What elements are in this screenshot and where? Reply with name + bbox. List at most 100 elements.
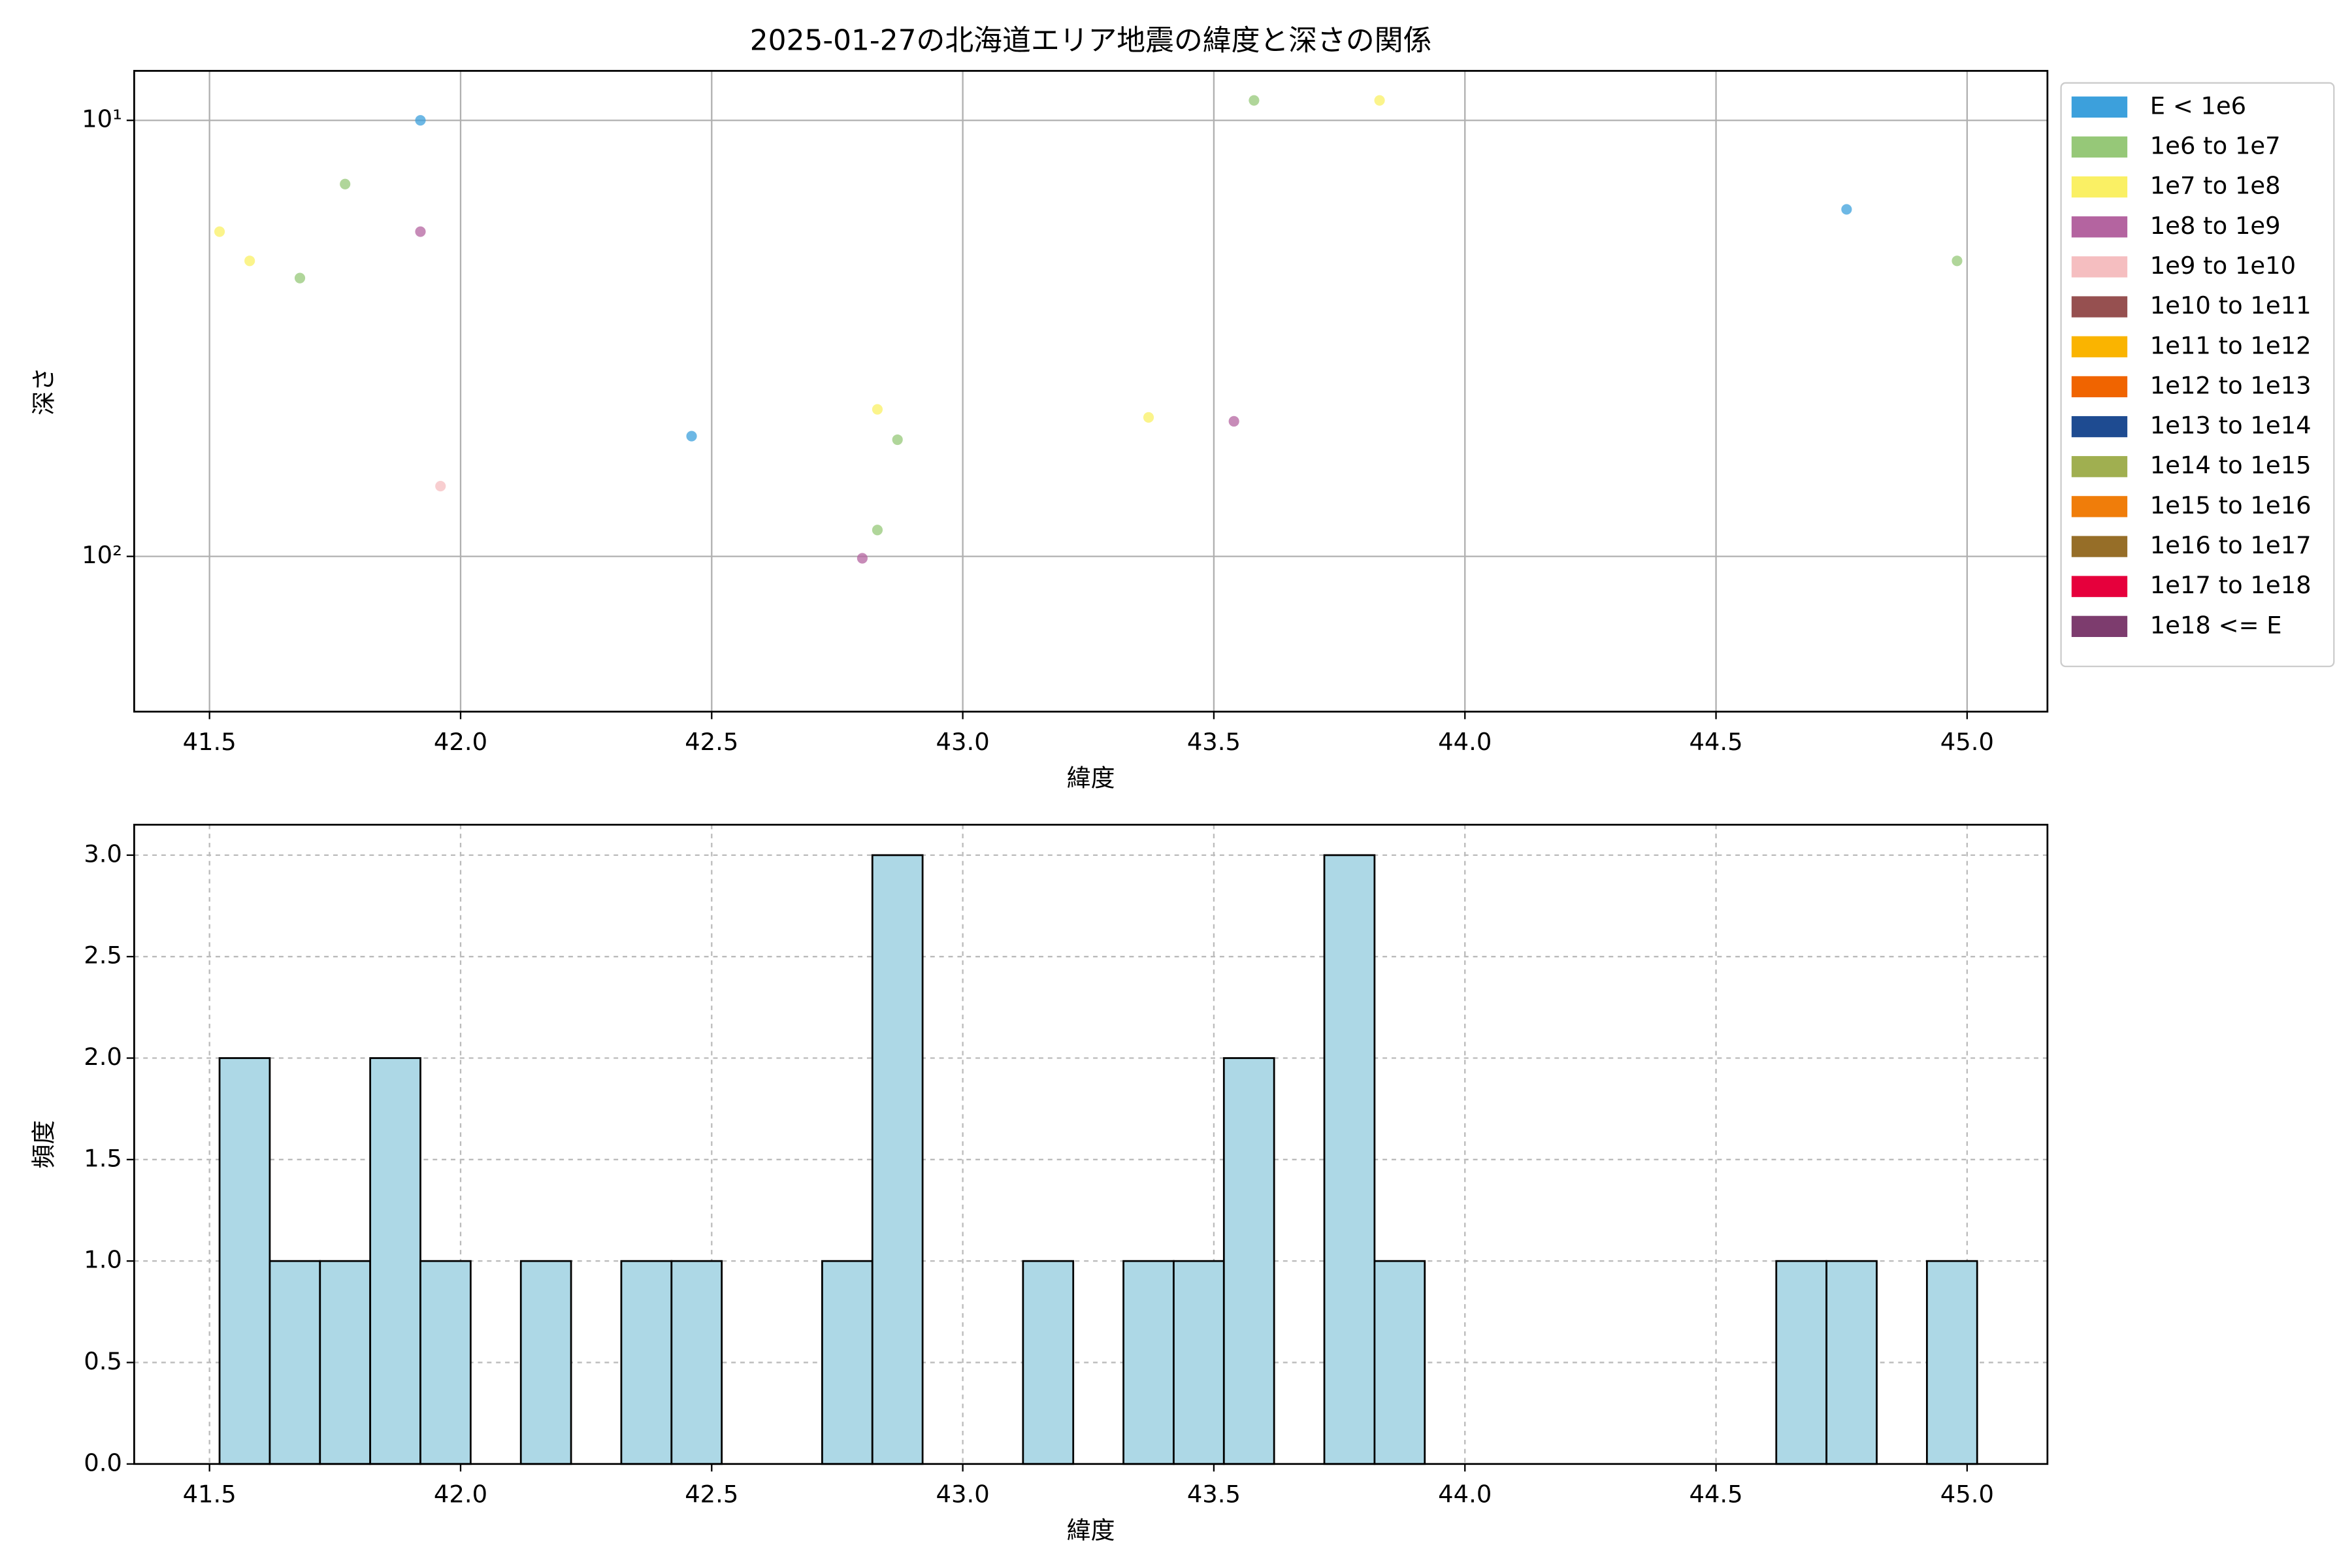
legend-label: 1e18 <= E [2150, 611, 2282, 639]
legend-swatch [2071, 376, 2128, 398]
point [686, 431, 697, 442]
legend-label: 1e10 to 1e11 [2150, 291, 2311, 319]
bar [1222, 1057, 1275, 1465]
bar [319, 1260, 372, 1465]
point [214, 226, 225, 237]
bar [1173, 1260, 1225, 1465]
y-tick-label: 3.0 [84, 840, 122, 868]
bar [1122, 1260, 1175, 1465]
point [1143, 412, 1154, 423]
x-tick-label: 43.0 [936, 728, 990, 756]
point [872, 404, 883, 415]
legend-swatch [2071, 536, 2128, 557]
x-tick-label: 44.5 [1689, 728, 1742, 756]
legend-box [2060, 82, 2335, 668]
point [1374, 95, 1385, 106]
plot-frame [133, 70, 2049, 713]
bar [1022, 1260, 1075, 1465]
chart-title: 2025-01-27の北海道エリア地震の緯度と深さの関係 [750, 24, 1432, 57]
point [435, 480, 446, 492]
legend-label: 1e9 to 1e10 [2150, 252, 2296, 280]
x-axis-label: 緯度 [1067, 1516, 1115, 1544]
point [1228, 416, 1239, 427]
y-tick-label: 0.5 [84, 1347, 122, 1375]
y-tick-label: 10² [82, 541, 122, 569]
bar [821, 1260, 874, 1465]
bar [1925, 1260, 1978, 1465]
x-axis-label: 緯度 [1067, 764, 1115, 792]
legend-swatch [2071, 496, 2128, 517]
x-tick-label: 43.5 [1187, 1480, 1241, 1509]
point [415, 226, 426, 237]
point [294, 272, 306, 284]
point [857, 553, 868, 564]
x-tick-label: 45.0 [1940, 1480, 1994, 1509]
bar [670, 1260, 723, 1465]
x-tick-label: 45.0 [1940, 728, 1994, 756]
point [872, 525, 883, 536]
y-tick-label: 2.0 [84, 1043, 122, 1071]
point [892, 434, 903, 446]
y-tick-label: 10¹ [82, 105, 122, 133]
y-axis-label: 深さ [30, 367, 58, 416]
x-tick-label: 43.5 [1187, 728, 1241, 756]
bar [1373, 1260, 1426, 1465]
x-tick-label: 44.0 [1438, 728, 1492, 756]
legend-label: 1e17 to 1e18 [2150, 571, 2311, 599]
point [1952, 255, 1963, 267]
legend-swatch [2071, 336, 2128, 357]
x-tick-label: 41.5 [183, 728, 237, 756]
legend-label: 1e6 to 1e7 [2150, 132, 2281, 160]
y-tick-label: 0.0 [84, 1448, 122, 1477]
bar [269, 1260, 321, 1465]
legend-label: 1e15 to 1e16 [2150, 491, 2311, 519]
legend-label: 1e8 to 1e9 [2150, 212, 2281, 240]
y-axis-label: 頻度 [30, 1120, 58, 1169]
point [1249, 95, 1260, 106]
legend-label: 1e7 to 1e8 [2150, 172, 2281, 200]
bar [620, 1260, 673, 1465]
y-tick-label: 2.5 [84, 941, 122, 970]
legend-label: 1e14 to 1e15 [2150, 451, 2311, 480]
legend-swatch [2071, 96, 2128, 118]
x-tick-label: 43.0 [936, 1480, 990, 1509]
legend-swatch [2071, 176, 2128, 198]
x-tick-label: 42.5 [685, 1480, 738, 1509]
legend-label: E < 1e6 [2150, 91, 2246, 120]
bar [519, 1260, 572, 1465]
bar [871, 854, 924, 1465]
x-tick-label: 42.0 [434, 1480, 487, 1509]
legend-swatch [2071, 296, 2128, 318]
bar [1323, 854, 1376, 1465]
legend-swatch [2071, 615, 2128, 637]
x-tick-label: 44.0 [1438, 1480, 1492, 1509]
x-tick-label: 42.5 [685, 728, 738, 756]
legend-swatch [2071, 256, 2128, 278]
x-tick-label: 42.0 [434, 728, 487, 756]
y-tick-label: 1.0 [84, 1246, 122, 1274]
legend-swatch [2071, 216, 2128, 238]
bar [1825, 1260, 1878, 1465]
legend-swatch [2071, 136, 2128, 158]
plot-frame [133, 823, 2049, 1465]
point [1841, 204, 1852, 215]
x-tick-label: 44.5 [1689, 1480, 1742, 1509]
point [415, 115, 426, 126]
legend-label: 1e16 to 1e17 [2150, 531, 2311, 559]
y-tick-label: 1.5 [84, 1144, 122, 1172]
point [244, 255, 255, 267]
legend-label: 1e11 to 1e12 [2150, 331, 2311, 359]
legend-label: 1e12 to 1e13 [2150, 371, 2311, 399]
legend-swatch [2071, 416, 2128, 438]
legend-swatch [2071, 456, 2128, 478]
bar [419, 1260, 472, 1465]
bar [369, 1057, 421, 1465]
point [340, 178, 351, 189]
bar [218, 1057, 271, 1465]
legend-swatch [2071, 576, 2128, 597]
legend-label: 1e13 to 1e14 [2150, 412, 2311, 440]
bar [1775, 1260, 1828, 1465]
x-tick-label: 41.5 [183, 1480, 237, 1509]
